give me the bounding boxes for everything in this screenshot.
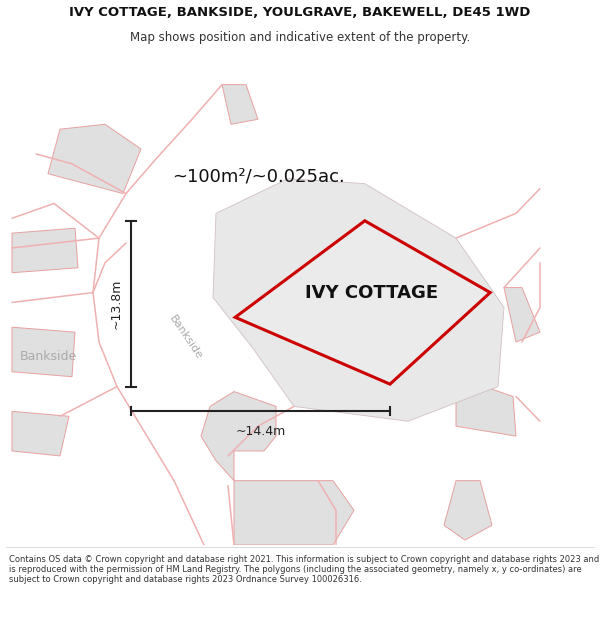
- Polygon shape: [235, 221, 490, 384]
- Polygon shape: [444, 481, 492, 540]
- Text: IVY COTTAGE, BANKSIDE, YOULGRAVE, BAKEWELL, DE45 1WD: IVY COTTAGE, BANKSIDE, YOULGRAVE, BAKEWE…: [70, 6, 530, 19]
- Polygon shape: [12, 228, 78, 272]
- Polygon shape: [456, 377, 516, 436]
- Polygon shape: [504, 288, 540, 342]
- Text: Map shows position and indicative extent of the property.: Map shows position and indicative extent…: [130, 31, 470, 44]
- Polygon shape: [234, 481, 354, 545]
- Text: Bankside: Bankside: [19, 351, 77, 363]
- Polygon shape: [12, 328, 75, 377]
- Text: IVY COTTAGE: IVY COTTAGE: [305, 284, 439, 301]
- Text: Contains OS data © Crown copyright and database right 2021. This information is : Contains OS data © Crown copyright and d…: [9, 554, 599, 584]
- Text: ~14.4m: ~14.4m: [235, 424, 286, 438]
- Polygon shape: [201, 391, 276, 481]
- Polygon shape: [12, 411, 69, 456]
- Polygon shape: [48, 124, 141, 194]
- Polygon shape: [222, 84, 258, 124]
- Text: ~13.8m: ~13.8m: [109, 279, 122, 329]
- Text: ~100m²/~0.025ac.: ~100m²/~0.025ac.: [172, 168, 344, 185]
- Text: Bankside: Bankside: [167, 313, 205, 361]
- Polygon shape: [213, 179, 504, 421]
